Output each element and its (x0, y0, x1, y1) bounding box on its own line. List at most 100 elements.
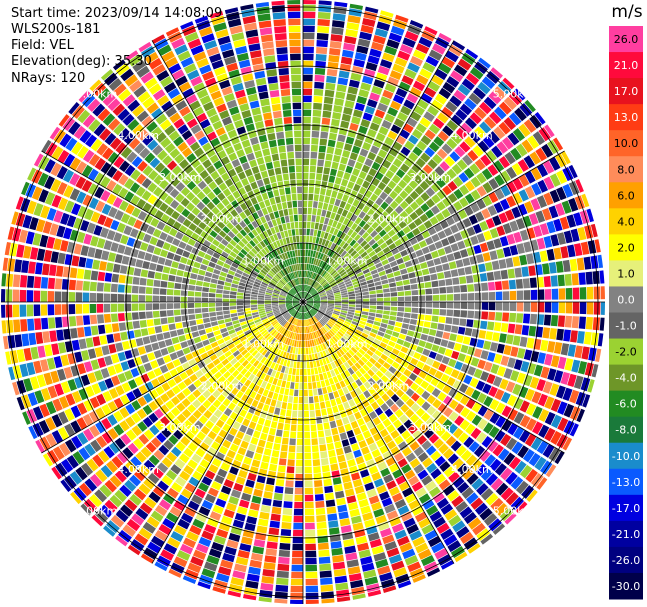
ring-label: 1.00km (326, 254, 368, 267)
colorbar-tick-label: 13.0 (614, 111, 639, 124)
ray (306, 303, 595, 393)
azimuth-line (302, 301, 455, 564)
colorbar-swatch (609, 130, 643, 157)
ray (303, 305, 382, 597)
ray (274, 305, 303, 604)
ray (1, 302, 300, 334)
ray (60, 304, 300, 493)
ray (306, 304, 548, 490)
ray (306, 208, 594, 301)
ray (42, 304, 300, 467)
ray (306, 303, 591, 408)
ray (68, 102, 300, 300)
ray (306, 303, 579, 437)
ray (303, 305, 319, 604)
ray (305, 305, 468, 563)
colorbar-swatch (609, 494, 643, 522)
ray (12, 303, 300, 396)
ray (305, 304, 517, 525)
colorbar-swatch (609, 156, 643, 183)
colorbar-swatch (609, 182, 643, 209)
ray (305, 305, 494, 545)
ray (255, 1, 303, 299)
ray (306, 223, 598, 302)
ray (304, 305, 412, 589)
ray (194, 15, 302, 299)
ring-label: 4.00km (117, 463, 159, 476)
ray (306, 151, 571, 301)
ring-label: 5.00km (493, 87, 535, 100)
ray (227, 305, 303, 598)
colorbar-swatch (609, 52, 643, 79)
azimuth-line (302, 301, 565, 454)
ray (1, 302, 300, 318)
ring-label: 5.00km (493, 505, 535, 518)
colorbar-swatch (609, 312, 643, 340)
ray (168, 305, 302, 578)
ray (303, 0, 332, 299)
ray (16, 303, 300, 411)
ring-label: 3.00km (159, 421, 201, 434)
ray (100, 69, 301, 300)
ray (58, 114, 300, 300)
ring-label: 5.00km (76, 505, 118, 518)
ray (80, 304, 301, 516)
ray (303, 3, 363, 299)
colorbar-tick-label: -17.0 (612, 502, 640, 515)
colorbar-swatch (609, 546, 643, 574)
ray (180, 21, 302, 299)
ray (103, 305, 301, 537)
ray (1, 289, 299, 302)
ray (306, 124, 555, 300)
colorbar-tick-label: -10.0 (612, 450, 640, 463)
ray (22, 303, 300, 425)
ray (303, 305, 366, 600)
ray (240, 4, 303, 299)
ray (306, 302, 605, 331)
colorbar-swatch (609, 442, 643, 470)
ray (306, 179, 584, 301)
ray (304, 305, 426, 583)
ray (304, 14, 409, 299)
colorbar-tick-label: 10.0 (614, 137, 639, 150)
ray (306, 193, 590, 301)
ray (91, 304, 301, 527)
ray (21, 181, 300, 301)
ring-label: 2.00km (368, 213, 410, 226)
field-label: Field: VEL (11, 38, 74, 53)
ray (306, 111, 546, 300)
colorbar-swatch (609, 520, 643, 548)
ray (305, 304, 528, 514)
instrument-label: WLS200s-181 (11, 22, 101, 37)
ray (306, 302, 602, 362)
ray (305, 40, 466, 299)
colorbar-swatch (609, 468, 643, 496)
ray (49, 126, 300, 300)
ray (305, 57, 491, 299)
ray (258, 305, 303, 603)
colorbar-swatch (609, 572, 643, 600)
colorbar-swatch (609, 390, 643, 418)
colorbar-tick-label: -1.0 (615, 320, 636, 333)
ray (305, 88, 526, 300)
ring-label: 3.00km (409, 421, 451, 434)
ray (303, 0, 316, 298)
ring-label: 3.00km (409, 171, 451, 184)
ray (209, 11, 302, 299)
ray (165, 27, 302, 299)
colorbar-tick-label: -6.0 (615, 398, 636, 411)
ray (303, 1, 348, 299)
ray (305, 305, 481, 554)
start-time-label: Start time: 2023/09/14 14:08:09 (11, 6, 223, 21)
colorbar-tick-label: -21.0 (612, 528, 640, 541)
colorbar-swatch (609, 26, 643, 53)
colorbar-swatch (609, 78, 643, 105)
nrays-label: NRays: 120 (11, 71, 86, 86)
ray (306, 270, 605, 302)
ray (2, 302, 300, 350)
ray (212, 305, 302, 594)
colorbar-swatch (609, 260, 643, 287)
ray (304, 32, 452, 299)
